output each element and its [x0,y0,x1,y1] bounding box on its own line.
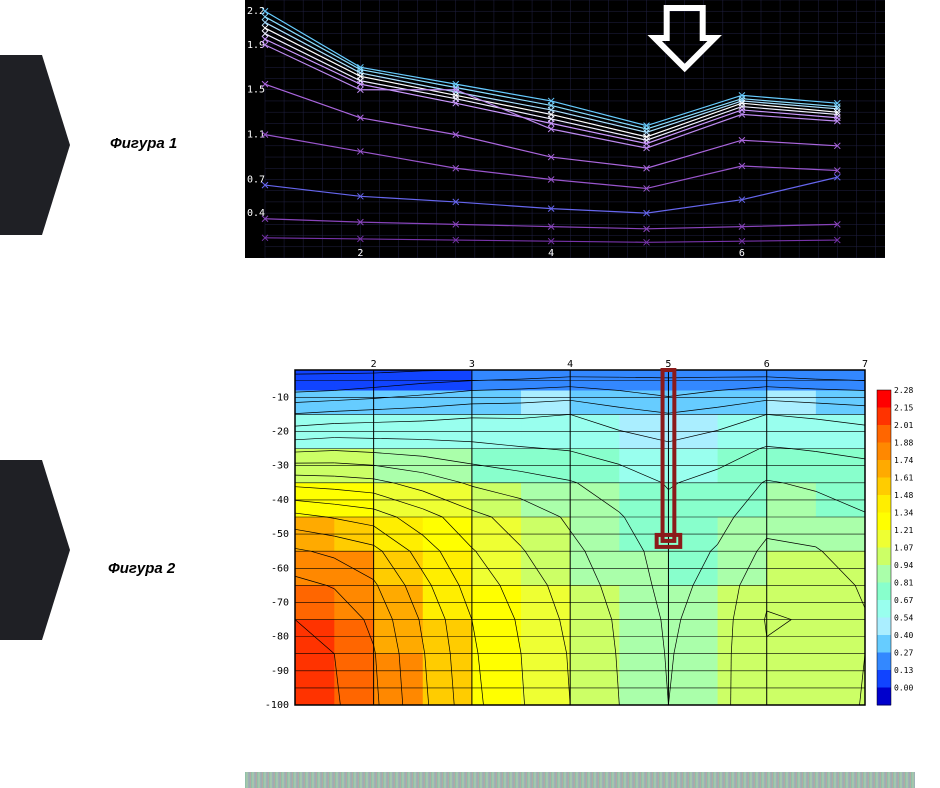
fig1-label: Фигура 1 [110,135,177,152]
svg-text:6: 6 [764,359,770,370]
svg-text:1.48: 1.48 [894,491,913,500]
chevron-2 [0,460,70,640]
svg-text:-40: -40 [271,495,289,506]
svg-text:-20: -20 [271,427,289,438]
svg-text:1.74: 1.74 [894,456,913,465]
svg-text:4: 4 [567,359,573,370]
svg-text:0.40: 0.40 [894,631,913,640]
svg-text:-90: -90 [271,666,289,677]
svg-text:0.54: 0.54 [894,614,913,623]
figure-2-chart: 234567-10-20-30-40-50-60-70-80-90-1002.2… [245,355,915,715]
svg-text:-80: -80 [271,632,289,643]
svg-text:0.4: 0.4 [247,208,265,219]
svg-text:0.94: 0.94 [894,561,913,570]
svg-text:-10: -10 [271,392,289,403]
svg-text:-60: -60 [271,563,289,574]
svg-text:0.7: 0.7 [247,174,265,185]
svg-text:0.00: 0.00 [894,684,913,693]
figure-1-chart: 2.21.91.51.10.70.4246 [245,0,885,258]
svg-text:2: 2 [371,359,377,370]
svg-text:0.27: 0.27 [894,649,913,658]
svg-text:0.81: 0.81 [894,579,913,588]
svg-text:-50: -50 [271,529,289,540]
svg-text:2.01: 2.01 [894,421,913,430]
svg-text:0.67: 0.67 [894,596,913,605]
chevron-1 [0,55,70,235]
svg-text:0.13: 0.13 [894,666,913,675]
fig2-label: Фигура 2 [108,560,175,577]
svg-text:3: 3 [469,359,475,370]
noise-strip [245,772,915,788]
svg-text:4: 4 [548,248,554,258]
svg-text:-70: -70 [271,597,289,608]
svg-text:1.61: 1.61 [894,474,913,483]
svg-text:2: 2 [357,248,363,258]
svg-text:2.15: 2.15 [894,404,913,413]
svg-text:1.07: 1.07 [894,544,913,553]
svg-text:-100: -100 [265,700,289,711]
svg-text:7: 7 [862,359,868,370]
svg-text:2.28: 2.28 [894,386,913,395]
svg-text:1.34: 1.34 [894,509,913,518]
svg-text:-30: -30 [271,461,289,472]
svg-text:6: 6 [739,248,745,258]
svg-text:1.88: 1.88 [894,439,913,448]
svg-text:1.21: 1.21 [894,526,913,535]
